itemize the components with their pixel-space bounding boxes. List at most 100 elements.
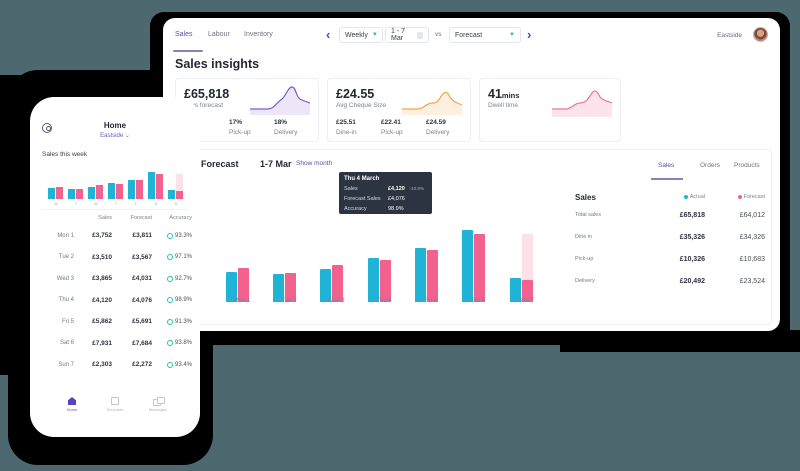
x-label: Thu 4 bbox=[376, 298, 392, 304]
bar-actual bbox=[68, 189, 75, 199]
profile-icon[interactable] bbox=[42, 123, 52, 133]
mobile-app: Home Eastside ⌄ Sales this week M T W T … bbox=[30, 97, 200, 437]
kpi-breakdown: £25.51 Dine-in £22.41 Pick-up £24.59 Delive… bbox=[336, 119, 471, 136]
nav-home[interactable]: Home bbox=[52, 397, 92, 412]
active-chart-tab-indicator bbox=[651, 178, 683, 180]
bar-group-sun[interactable] bbox=[510, 190, 542, 302]
table-row[interactable]: Sat 6 £7,931 £7,684 93.8% bbox=[42, 333, 192, 355]
bar-group-fri[interactable] bbox=[415, 190, 447, 302]
store-selector[interactable]: Eastside ⌄ bbox=[100, 133, 130, 139]
calendar-icon bbox=[111, 397, 119, 405]
summary-actual: £10,326 bbox=[679, 255, 705, 263]
mobile-bar-group[interactable] bbox=[148, 167, 164, 199]
table-row[interactable]: Mon 1 £3,752 £3,811 93.3% bbox=[42, 225, 192, 247]
table-row[interactable]: Wed 3 £3,865 £4,031 92.7% bbox=[42, 268, 192, 290]
nav-messages[interactable]: Messages bbox=[138, 397, 178, 412]
chevron-left-icon[interactable]: ‹ bbox=[326, 27, 331, 42]
mobile-bar-group[interactable] bbox=[168, 167, 184, 199]
show-month-link[interactable]: Show month bbox=[296, 160, 333, 167]
mobile-bar-group[interactable] bbox=[88, 167, 104, 199]
row-sales: £7,931 bbox=[92, 339, 112, 347]
bar-actual bbox=[128, 180, 135, 199]
dwell-value: 41 bbox=[488, 87, 502, 101]
row-forecast: £4,031 bbox=[132, 275, 152, 283]
bar-forecast bbox=[474, 234, 485, 302]
summary-title: Sales bbox=[575, 192, 596, 202]
tooltip-delta: ↑10.8% bbox=[408, 186, 424, 191]
kpi-subtitle: Dwell time bbox=[488, 102, 518, 109]
kpi-breakdown-label: Delivery bbox=[274, 129, 298, 136]
messages-icon bbox=[153, 397, 165, 406]
tooltip-value: 98.9% bbox=[388, 206, 404, 212]
x-label: Sun 7 bbox=[518, 298, 534, 304]
x-label: Mon 1 bbox=[233, 298, 251, 304]
chart-tab-orders[interactable]: Orders bbox=[700, 162, 720, 169]
header-accuracy: Accuracy bbox=[169, 215, 192, 221]
period-select[interactable]: Weekly ▼ bbox=[339, 27, 383, 43]
mobile-bar-group[interactable] bbox=[108, 167, 124, 199]
row-sales: £3,752 bbox=[92, 232, 112, 240]
bar-group-mon[interactable] bbox=[226, 190, 258, 302]
summary-forecast: £64,012 bbox=[739, 211, 765, 219]
bar-group-thu[interactable] bbox=[368, 190, 400, 302]
bar-actual bbox=[226, 272, 237, 302]
header-day bbox=[42, 215, 74, 225]
header-forecast: Forecast bbox=[130, 215, 152, 221]
row-accuracy: 93.4% bbox=[174, 361, 192, 368]
kpi-subtitle: Avg Cheque Size bbox=[336, 102, 387, 109]
table-row[interactable]: Sun 7 £2,303 £2,272 93.4% bbox=[42, 354, 192, 376]
bar-forecast bbox=[380, 260, 391, 302]
nav-label: Home bbox=[66, 407, 78, 412]
summary-actual: £65,818 bbox=[679, 211, 705, 219]
bottom-nav: Home Schedule Messages bbox=[30, 397, 200, 427]
compare-select[interactable]: Forecast ▼ bbox=[449, 27, 521, 43]
bar-group-tue[interactable] bbox=[273, 190, 305, 302]
tab-sales[interactable]: Sales bbox=[175, 31, 193, 38]
bar-forecast bbox=[522, 280, 533, 302]
summary-label: Dine in bbox=[575, 234, 593, 240]
table-row[interactable]: Tue 2 £3,510 £3,567 97.1% bbox=[42, 247, 192, 269]
row-day: Fri 5 bbox=[62, 318, 74, 325]
x-label: Wed 3 bbox=[327, 298, 345, 304]
vs-label: vs bbox=[435, 31, 442, 38]
bar-actual bbox=[462, 230, 473, 302]
bar-group-wed[interactable] bbox=[320, 190, 352, 302]
chart-tab-products[interactable]: Products bbox=[734, 162, 760, 169]
kpi-breakdown-value: 17% bbox=[229, 119, 243, 126]
summary-row: Delivery £20,492 £23,524 bbox=[575, 270, 765, 292]
row-accuracy: 93.3% bbox=[174, 232, 192, 239]
summary-forecast: £23,524 bbox=[739, 277, 765, 285]
avatar[interactable] bbox=[753, 27, 768, 42]
dwell-unit: mins bbox=[501, 91, 520, 100]
kpi-card-avg-cheque: £24.55 Avg Cheque Size £25.51 Dine-in £22… bbox=[327, 78, 471, 142]
mobile-bar-group[interactable] bbox=[128, 167, 144, 199]
top-bar: Sales Labour Inventory ‹ Weekly ▼ 1 - 7 … bbox=[163, 18, 780, 52]
bar-actual bbox=[368, 258, 379, 302]
nav-label: Messages bbox=[148, 407, 168, 412]
table-row[interactable]: Thu 4 £4,120 £4,076 98.9% bbox=[42, 290, 192, 312]
desktop-dashboard: Sales Labour Inventory ‹ Weekly ▼ 1 - 7 … bbox=[163, 18, 780, 331]
x-label: Sat 6 bbox=[470, 298, 485, 304]
table-row[interactable]: Fri 5 £5,862 £5,691 91.3% bbox=[42, 311, 192, 333]
bar-forecast bbox=[116, 184, 123, 199]
bar-group-sat[interactable] bbox=[462, 190, 494, 302]
store-name[interactable]: Eastside bbox=[717, 32, 742, 39]
mobile-bar-group[interactable] bbox=[48, 167, 64, 199]
tab-inventory[interactable]: Inventory bbox=[244, 31, 273, 38]
day-initial: T bbox=[114, 202, 118, 206]
day-initial: S bbox=[154, 202, 158, 206]
bar-actual bbox=[320, 269, 331, 302]
bar-actual bbox=[510, 278, 521, 302]
chart-tab-sales[interactable]: Sales bbox=[658, 162, 675, 169]
accuracy-ring-icon bbox=[166, 275, 173, 282]
bar-actual bbox=[148, 172, 155, 199]
home-icon bbox=[68, 397, 76, 405]
mobile-bar-group[interactable] bbox=[68, 167, 84, 199]
kpi-breakdown-label: Pick-up bbox=[381, 129, 403, 136]
chevron-right-icon[interactable]: › bbox=[527, 27, 532, 42]
nav-schedule[interactable]: Schedule bbox=[95, 397, 135, 412]
tab-labour[interactable]: Labour bbox=[208, 31, 230, 38]
summary-header: Sales Actual Forecast bbox=[575, 190, 765, 204]
bar-forecast bbox=[136, 180, 143, 199]
date-range-picker[interactable]: 1 - 7 Mar bbox=[385, 27, 429, 43]
